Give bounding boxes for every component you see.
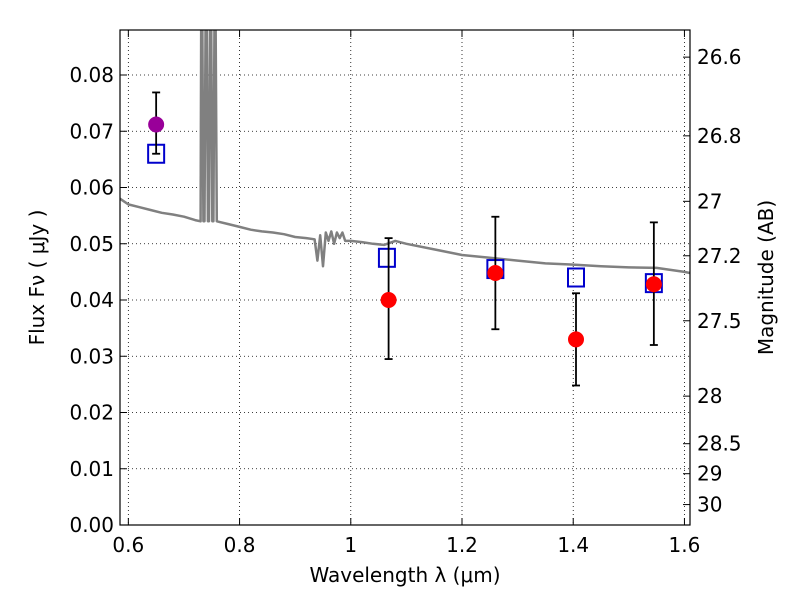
plot-frame bbox=[119, 29, 691, 526]
y-tick-label: 0.06 bbox=[69, 176, 114, 200]
mag-tick-label: 28 bbox=[697, 384, 722, 408]
y-tick-label: 0.05 bbox=[69, 232, 114, 256]
y-tick-label: 0.03 bbox=[69, 344, 114, 368]
mag-tick-label: 26.6 bbox=[697, 45, 742, 69]
y-tick-label: 0.08 bbox=[69, 63, 114, 87]
mag-tick-label: 26.8 bbox=[697, 124, 742, 148]
x-tick-label: 1 bbox=[344, 533, 357, 557]
x-tick-label: 0.8 bbox=[224, 533, 256, 557]
observed-flux-point bbox=[380, 292, 397, 308]
x-axis-label: Wavelength λ (μm) bbox=[309, 563, 500, 587]
y-tick-label: 0.01 bbox=[69, 457, 114, 481]
mag-tick-label: 27.5 bbox=[697, 309, 742, 333]
mag-tick-label: 29 bbox=[697, 462, 722, 486]
y-tick-label: 0.04 bbox=[69, 288, 114, 312]
x-tick-label: 0.6 bbox=[112, 533, 144, 557]
model-spectrum-line bbox=[120, 30, 690, 275]
x-tick-label: 1.6 bbox=[669, 533, 701, 557]
y-tick-label: 0.07 bbox=[69, 119, 114, 143]
observed-flux-point bbox=[487, 265, 504, 281]
mag-tick-label: 30 bbox=[697, 493, 722, 517]
y-tick-label: 0.00 bbox=[69, 513, 114, 537]
mag-tick-label: 28.5 bbox=[697, 432, 742, 456]
mag-tick-label: 27 bbox=[697, 189, 722, 213]
x-tick-label: 1.4 bbox=[557, 533, 589, 557]
axis-ticks: 0.6 0.8 1 1.2 1.4 1.6 0.00 0.01 0.02 0.03 0.04 0.05… bbox=[69, 30, 742, 557]
observed-flux-point bbox=[568, 331, 584, 348]
plot-area bbox=[120, 30, 690, 387]
x-tick-label: 1.2 bbox=[446, 533, 478, 557]
y-tick-label: 0.02 bbox=[69, 401, 114, 425]
right-axis-label: Magnitude (AB) bbox=[754, 200, 778, 355]
observed-flux-point bbox=[148, 116, 165, 133]
mag-tick-label: 27.2 bbox=[697, 244, 742, 268]
observed-flux-point bbox=[645, 276, 662, 293]
model-photometry-square bbox=[377, 247, 396, 268]
model-photometry-square bbox=[567, 267, 585, 288]
y-axis-label: Flux Fν ( μJy ) bbox=[25, 210, 49, 346]
